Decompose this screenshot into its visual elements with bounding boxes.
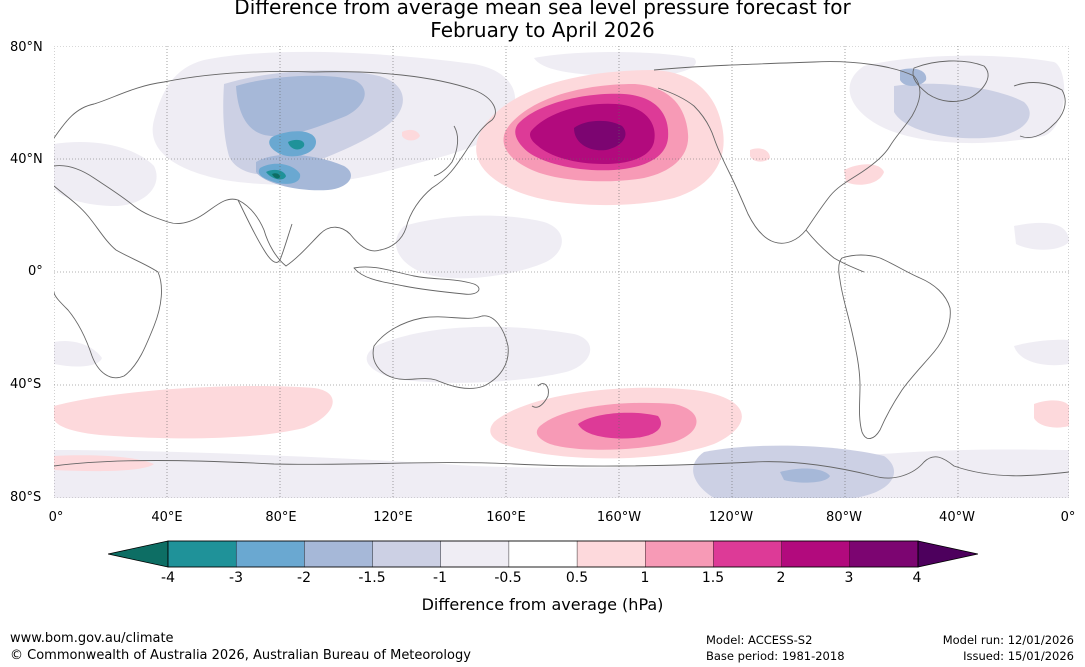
legend-tick-minus-2: -2 (297, 570, 311, 586)
south-atlantic-anomaly-plus-0.5 (1034, 400, 1069, 428)
legend-tick-2: 2 (776, 570, 786, 586)
legend-tick-minus-0.5: -0.5 (494, 570, 522, 586)
east-pacific-anomaly-plus-0.5 (750, 148, 770, 162)
colorbar-segment (167, 540, 237, 568)
positive-anomaly-fills (54, 70, 1069, 472)
footer-website: www.bom.gov.au/climate (10, 631, 174, 646)
chart-title: Difference from average mean sea level p… (0, 0, 1085, 42)
colorbar-arrow-high (917, 540, 978, 568)
australia-anomaly-minus-0.5 (366, 326, 591, 383)
pacific-anomaly-minus-0.5 (395, 215, 562, 279)
map-svg (53, 45, 1070, 499)
legend-tick-4: 4 (912, 570, 922, 586)
colorbar-segment (576, 540, 646, 568)
legend-title: Difference from average (hPa) (421, 595, 664, 614)
colorbar (108, 540, 978, 568)
map-panel (53, 45, 1070, 499)
south-america-anomaly-minus-0.5 (1014, 339, 1069, 366)
asia-anomaly-minus-1.5 (236, 75, 365, 136)
title-line-1: Difference from average mean sea level p… (234, 0, 851, 19)
north-africa-anomaly-minus-0.5 (54, 142, 157, 206)
coast-japan (433, 125, 459, 177)
legend-tick-minus-4: -4 (161, 570, 175, 586)
coast-north-america (653, 61, 921, 244)
negative-anomaly-fills (54, 51, 1069, 498)
lon-label-80w: 80°W (826, 510, 862, 525)
colorbar-segment (304, 540, 374, 568)
coast-africa (53, 185, 162, 379)
colorbar-segment (645, 540, 715, 568)
lon-label-0: 0° (48, 510, 64, 525)
title-line-2: February to April 2026 (430, 18, 655, 42)
asia-anomaly-minus-3 (288, 139, 305, 150)
legend-tick-0.5: 0.5 (565, 570, 589, 586)
coast-europe-asia (53, 71, 496, 267)
coast-europe-west (1013, 82, 1066, 138)
coast-antarctica (53, 456, 1070, 479)
colorbar-segment (440, 540, 510, 568)
atlantic-anomaly-minus-0.5-mid (1014, 222, 1069, 250)
antarctic-anomaly-plus-0.5 (54, 455, 154, 472)
coast-greenland (912, 60, 989, 102)
lat-label-40s: 40°S (10, 377, 42, 392)
colorbar-segment (508, 540, 578, 568)
china-anomaly-plus-0.5 (402, 129, 420, 141)
footer-issued: Issued: 15/01/2026 (963, 649, 1074, 663)
legend-tick-minus-1.5: -1.5 (358, 570, 386, 586)
lat-label-80s: 80°S (10, 490, 42, 505)
colorbar-border (167, 540, 919, 568)
southern-pacific-anomaly-plus-1.5 (578, 412, 661, 439)
colorbar-segment (235, 540, 306, 568)
lat-label-0: 0° (28, 264, 43, 279)
colorbar-segments (108, 540, 978, 568)
north-atlantic-anomaly-plus-0.5 (844, 164, 884, 185)
lon-label-0-right: 0° (1060, 510, 1076, 525)
lat-label-80n: 80°N (10, 40, 43, 55)
coast-india (237, 199, 293, 263)
indian-ocean-anomaly-plus-0.5 (54, 386, 333, 439)
lon-label-160w: 160°W (596, 510, 642, 525)
colorbar-segment (713, 540, 783, 568)
coast-indonesia (353, 266, 480, 295)
coast-new-zealand (531, 383, 549, 408)
antarctic-anomaly-minus-1.5 (780, 468, 830, 483)
north-pacific-anomaly-plus-3 (574, 120, 626, 151)
footer-model-run: Model run: 12/01/2026 (942, 633, 1074, 647)
africa-anomaly-minus-0.5 (54, 340, 102, 367)
lon-label-120w: 120°W (708, 510, 754, 525)
atlantic-anomaly-minus-1 (894, 83, 1030, 139)
lon-label-160e: 160°E (486, 510, 526, 525)
coast-central-america (805, 229, 865, 273)
tibet-anomaly-minus-4 (272, 173, 280, 179)
legend-tick-1.5: 1.5 (701, 570, 725, 586)
coast-australia (372, 315, 509, 389)
lon-label-120e: 120°E (373, 510, 413, 525)
lon-label-80e: 80°E (265, 510, 297, 525)
footer-model: Model: ACCESS-S2 (706, 633, 813, 647)
footer-copyright: © Commonwealth of Australia 2026, Austra… (10, 648, 471, 663)
legend-tick-1: 1 (640, 570, 650, 586)
colorbar-segment (849, 540, 919, 568)
lon-label-40e: 40°E (151, 510, 183, 525)
colorbar-segment (372, 540, 442, 568)
coastlines (53, 60, 1070, 479)
coast-south-america (838, 254, 951, 439)
footer-base-period: Base period: 1981-2018 (706, 649, 845, 663)
lat-label-40n: 40°N (10, 152, 43, 167)
colorbar-segment (781, 540, 851, 568)
legend-tick-3: 3 (844, 570, 854, 586)
lon-label-40w: 40°W (939, 510, 975, 525)
legend-tick-minus-1: -1 (433, 570, 447, 586)
colorbar-arrow-low (108, 540, 169, 568)
legend-tick-minus-3: -3 (229, 570, 243, 586)
